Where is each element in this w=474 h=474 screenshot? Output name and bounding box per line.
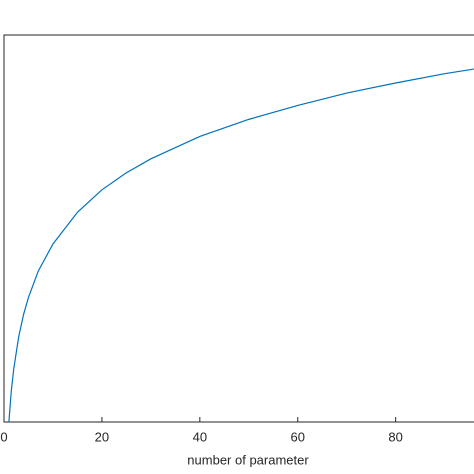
axes-box xyxy=(3,34,474,423)
x-tick-label: 0 xyxy=(0,429,7,444)
line-series xyxy=(8,68,474,423)
x-axis-label: number of parameter xyxy=(187,452,309,467)
x-tick-label: 80 xyxy=(388,429,402,444)
x-tick-label: 60 xyxy=(291,429,305,444)
x-tick-label: 40 xyxy=(193,429,207,444)
x-tick-label: 20 xyxy=(95,429,109,444)
